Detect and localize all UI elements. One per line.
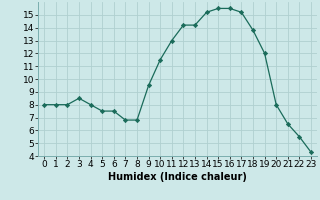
X-axis label: Humidex (Indice chaleur): Humidex (Indice chaleur): [108, 172, 247, 182]
